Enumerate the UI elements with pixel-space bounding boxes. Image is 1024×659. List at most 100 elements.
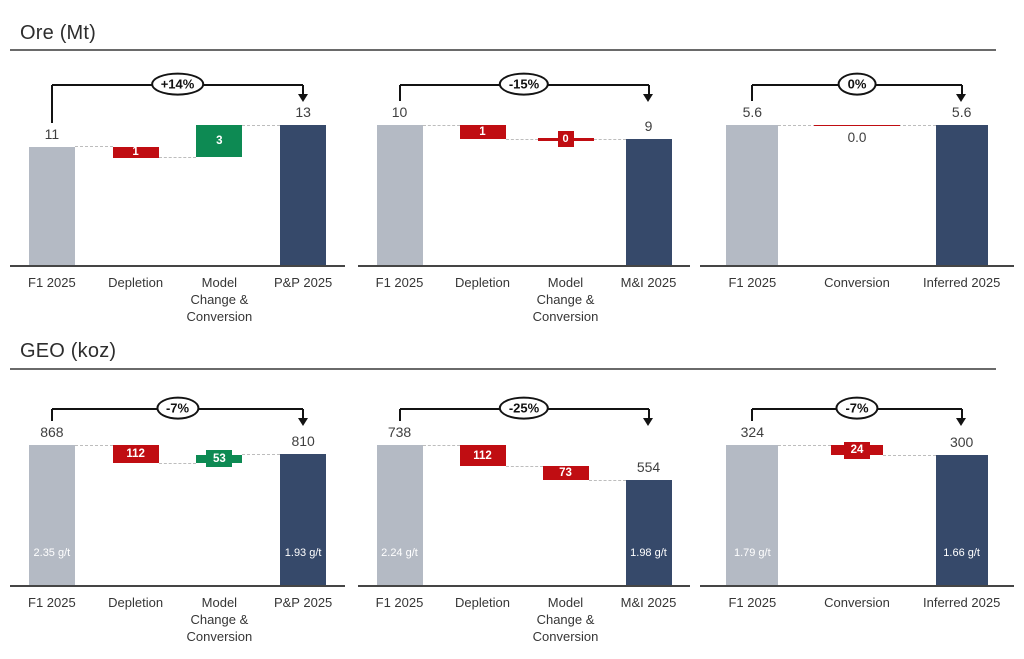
waterfall-chart: 2.35 g/t 868 112 53 1.93 g/t 810 F1 2025 Deplet…	[10, 380, 345, 659]
change-badge: -25%	[498, 396, 550, 420]
start-bar: 2.35 g/t	[28, 445, 75, 585]
start-bar	[726, 125, 779, 265]
value-label: 13	[295, 104, 311, 120]
value-label: 5.6	[742, 104, 763, 120]
end-bar	[280, 125, 327, 265]
arrowhead-icon	[643, 94, 653, 102]
increase-bar: 3	[196, 125, 243, 158]
category-label: Conversion	[824, 275, 890, 290]
start-bar	[28, 146, 75, 265]
change-badge: +14%	[150, 72, 205, 96]
value-label: 554	[636, 458, 661, 475]
value-label: 300	[949, 434, 974, 451]
start-bar: 1.79 g/t	[726, 445, 779, 585]
bracket-tail	[398, 409, 401, 421]
category-label: F1 2025	[375, 275, 424, 290]
end-bar: 1.93 g/t	[280, 454, 327, 585]
connector-line	[242, 124, 281, 126]
decrease-bar: 1	[112, 146, 159, 158]
axis-line	[358, 265, 690, 267]
section-divider-geo	[10, 368, 996, 370]
end-bar	[625, 139, 672, 265]
bracket-tail	[751, 85, 754, 101]
waterfall-chart: 1.79 g/t 324 24 1.66 g/t 300 F1 2025 Conversio…	[700, 380, 1014, 659]
value-label: 10	[391, 104, 408, 120]
value-label: 810	[291, 433, 315, 450]
axis-line	[358, 585, 690, 587]
decrease-bar: 1	[459, 125, 506, 139]
delta-value-tab: 53	[206, 450, 233, 468]
value-label: 738	[387, 424, 412, 440]
connector-line	[505, 465, 543, 467]
arrow-shaft	[960, 409, 963, 418]
decrease-bar: 73	[542, 466, 589, 481]
bracket-tail	[751, 409, 754, 421]
waterfall-chart: 2.24 g/t 738 112 73 1.98 g/t 554 F1 2025 Deplet…	[358, 380, 690, 659]
category-label: Depletion	[108, 595, 164, 610]
connector-line	[778, 444, 831, 446]
axis-line	[700, 585, 1014, 587]
grade-label: 1.93 g/t	[284, 546, 322, 559]
axis-line	[10, 265, 345, 267]
category-label: P&P 2025	[273, 595, 333, 610]
zero-change-tab: 0	[557, 131, 574, 147]
grade-label: 1.66 g/t	[943, 546, 980, 559]
start-bar	[376, 125, 423, 265]
change-badge: -15%	[498, 72, 550, 96]
decrease-bar: 112	[112, 445, 159, 464]
start-bar: 2.24 g/t	[376, 445, 423, 585]
connector-line	[158, 462, 197, 464]
arrowhead-icon	[956, 94, 967, 102]
connector-line	[883, 454, 936, 456]
change-badge: -7%	[835, 396, 879, 420]
arrow-shaft	[302, 85, 305, 94]
category-label: P&P 2025	[273, 275, 333, 290]
section-divider-ore	[10, 49, 996, 51]
category-label: Inferred 2025	[922, 275, 1001, 290]
category-label: Model Change & Conversion	[532, 275, 599, 325]
delta-value-tab: 24	[844, 441, 870, 459]
connector-line	[422, 124, 460, 126]
arrow-shaft	[647, 85, 650, 94]
arrowhead-icon	[297, 418, 308, 426]
arrow-shaft	[302, 409, 305, 418]
end-bar: 1.66 g/t	[935, 455, 988, 585]
connector-line	[422, 444, 460, 446]
connector-line	[242, 454, 281, 456]
connector-line	[588, 138, 626, 140]
connector-line	[588, 479, 626, 481]
end-bar	[935, 125, 988, 265]
axis-line	[700, 265, 1014, 267]
grade-label: 1.79 g/t	[733, 547, 771, 559]
category-label: F1 2025	[728, 275, 777, 290]
connector-line	[74, 444, 113, 446]
waterfall-chart: 11 1 3 13 F1 2025 Depletion Model Change & Con…	[10, 60, 345, 355]
bracket-tail	[50, 409, 53, 421]
category-label: M&I 2025	[620, 275, 677, 290]
change-badge: 0%	[837, 72, 877, 96]
category-label: F1 2025	[375, 595, 424, 610]
end-bar: 1.98 g/t	[625, 479, 672, 585]
category-label: M&I 2025	[620, 595, 677, 610]
value-label: 9	[644, 118, 653, 134]
value-label: 868	[40, 424, 64, 440]
connector-line	[158, 156, 197, 158]
axis-line	[10, 585, 345, 587]
waterfall-chart: 10 1 0 9 F1 2025 Depletion Model Change & Conv…	[358, 60, 690, 355]
bracket-tail	[398, 85, 401, 101]
category-label: F1 2025	[28, 275, 76, 290]
grade-label: 1.98 g/t	[630, 546, 667, 559]
grade-label: 2.35 g/t	[33, 547, 71, 559]
category-label: Model Change & Conversion	[532, 595, 599, 645]
zero-change-label: 0.0	[847, 130, 867, 145]
connector-line	[883, 124, 936, 126]
category-label: Inferred 2025	[922, 595, 1001, 610]
arrowhead-icon	[643, 418, 653, 426]
arrow-shaft	[960, 85, 963, 94]
value-label: 324	[740, 424, 764, 440]
arrowhead-icon	[297, 94, 308, 102]
section-title-geo: GEO (koz)	[20, 340, 117, 362]
decrease-bar: 112	[459, 445, 506, 467]
arrow-shaft	[647, 409, 650, 418]
